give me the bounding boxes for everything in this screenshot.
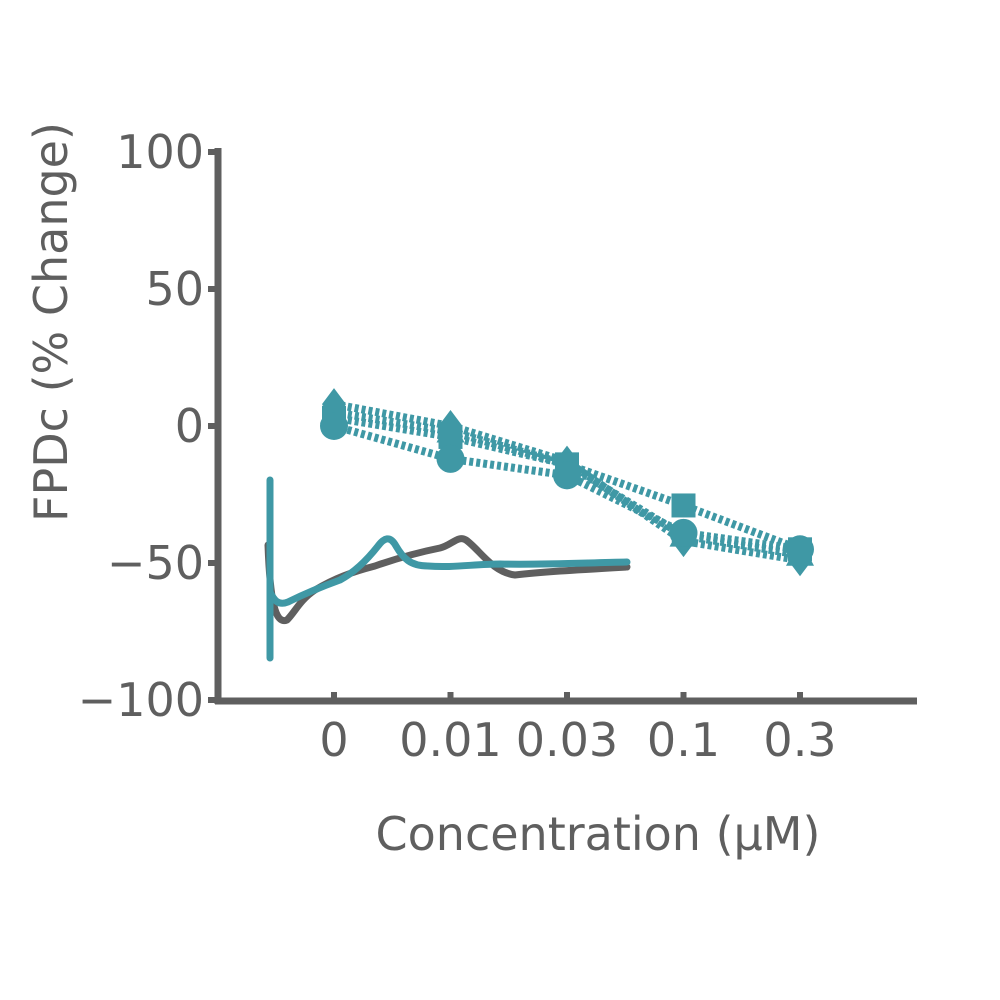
x-tick-label: 0.1: [647, 713, 720, 767]
trace-gray: [268, 539, 627, 621]
x-axis-label: Concentration (µM): [376, 807, 821, 861]
waveform-inset: [268, 480, 627, 658]
data-point-circle: [786, 535, 814, 563]
data-point-square: [672, 493, 696, 517]
data-point-circle: [437, 445, 465, 473]
y-ticks: 100 50 0 −50 −100: [78, 125, 218, 727]
y-tick-label: 50: [145, 262, 204, 316]
x-tick-label: 0.01: [399, 713, 501, 767]
y-axis-label: FPDc (% Change): [24, 122, 78, 522]
x-tick-label: 0.3: [763, 713, 836, 767]
y-tick-label: 100: [116, 125, 204, 179]
x-tick-label: 0: [319, 713, 348, 767]
x-tick-label: 0.03: [516, 713, 618, 767]
data-point-circle: [553, 461, 581, 489]
y-tick-label: 0: [175, 399, 204, 453]
data-point-circle: [670, 519, 698, 547]
y-tick-label: −100: [78, 673, 204, 727]
data-point-circle: [320, 412, 348, 440]
y-tick-label: −50: [107, 536, 204, 590]
